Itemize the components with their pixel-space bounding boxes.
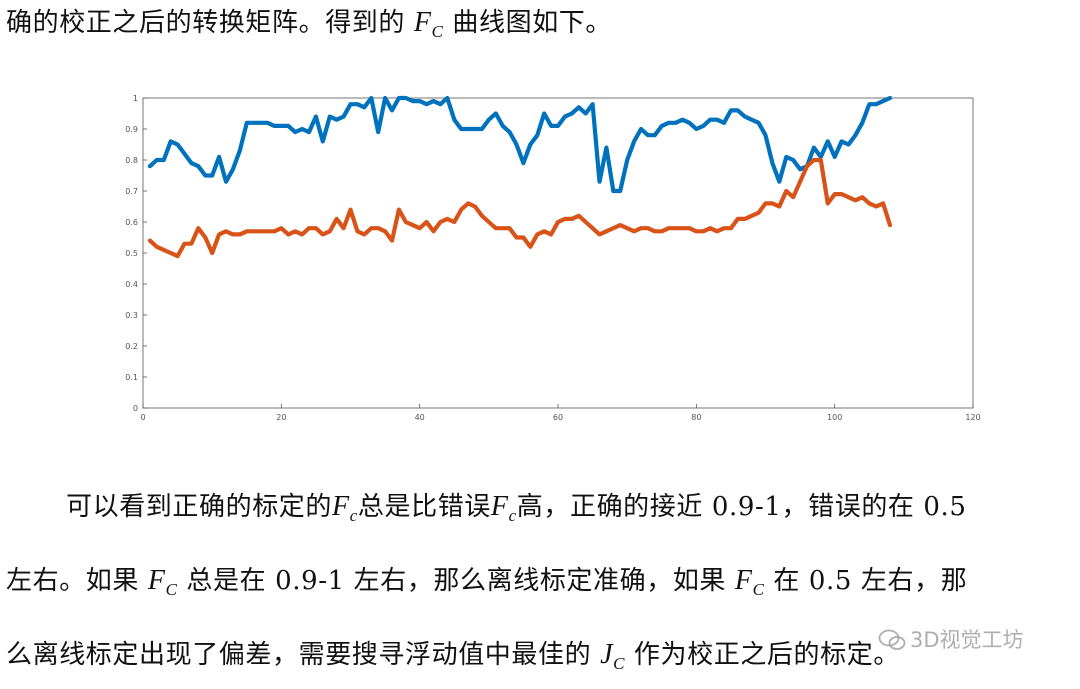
p3-text-a: 么离线标定出现了偏差，需要搜寻浮动值中最佳的: [6, 640, 601, 670]
y-axis: 0 0.1 0.2 0.3 0.4 0.5 0.6 0.7 0.8 0.9 1: [125, 94, 147, 413]
symbol-fc-wrong: Fc: [490, 491, 517, 525]
x-tick-label: 80: [691, 413, 701, 422]
y-tick-label: 0.1: [125, 373, 138, 382]
watermark: 3D视觉工坊: [878, 624, 1024, 654]
y-tick-label: 0.3: [125, 311, 138, 320]
y-tick-label: 0.8: [125, 156, 138, 165]
x-tick-label: 40: [415, 413, 425, 422]
y-tick-label: 0.6: [125, 218, 138, 227]
wechat-icon: [878, 629, 906, 650]
symbol-jc: JC: [600, 639, 626, 673]
x-tick-label: 0: [140, 413, 145, 422]
symbol-fc-2: FC: [734, 565, 765, 599]
symbol-fc: FC: [413, 7, 444, 41]
intro-text-after: 曲线图如下。: [443, 8, 613, 38]
series-line-2: [147, 157, 893, 259]
p2-text-b: 总是在 0.9-1 左右，那么离线标定准确，如果: [177, 566, 735, 596]
y-tick-label: 0.2: [125, 342, 138, 351]
y-tick-label: 0.7: [125, 187, 138, 196]
y-tick-label: 0: [133, 404, 138, 413]
paragraph-line-3: 么离线标定出现了偏差，需要搜寻浮动值中最佳的 JC 作为校正之后的标定。: [6, 634, 900, 673]
paragraph-line-1: 可以看到正确的标定的Fc总是比错误Fc高，正确的接近 0.9-1，错误的在 0.…: [66, 486, 967, 525]
y-tick-label: 0.5: [125, 249, 138, 258]
intro-sentence: 确的校正之后的转换矩阵。得到的 FC 曲线图如下。: [6, 2, 613, 41]
symbol-fc-correct: Fc: [332, 491, 358, 525]
chart-series: [147, 95, 893, 259]
fc-line-chart: 0 20 40 60 80 100 120 0 0.1 0.2 0.3 0.4 0.5 0.6 0.7 0.…: [125, 94, 981, 422]
p1-text-a: 可以看到正确的标定的: [66, 492, 333, 522]
x-tick-label: 20: [276, 413, 286, 422]
y-tick-label: 1: [133, 94, 138, 103]
x-tick-label: 120: [965, 413, 980, 422]
p1-text-c: 高，正确的接近 0.9-1，错误的在 0.5: [516, 492, 967, 522]
y-tick-label: 0.4: [125, 280, 138, 289]
p3-text-b: 作为校正之后的标定。: [625, 640, 900, 670]
x-tick-label: 100: [827, 413, 842, 422]
p1-text-b: 总是比错误: [357, 492, 491, 522]
y-tick-label: 0.9: [125, 125, 138, 134]
p2-text-c: 在 0.5 左右，那: [764, 566, 968, 596]
watermark-text: 3D视觉工坊: [910, 628, 1024, 652]
symbol-fc-1: FC: [147, 565, 178, 599]
paragraph-line-2: 左右。如果 FC 总是在 0.9-1 左右，那么离线标定准确，如果 FC 在 0…: [6, 560, 968, 599]
x-tick-label: 60: [553, 413, 563, 422]
p2-text-a: 左右。如果: [6, 566, 148, 596]
intro-text-before: 确的校正之后的转换矩阵。得到的: [6, 8, 414, 38]
series-line-1: [147, 95, 893, 194]
x-axis: 0 20 40 60 80 100 120: [140, 404, 981, 422]
